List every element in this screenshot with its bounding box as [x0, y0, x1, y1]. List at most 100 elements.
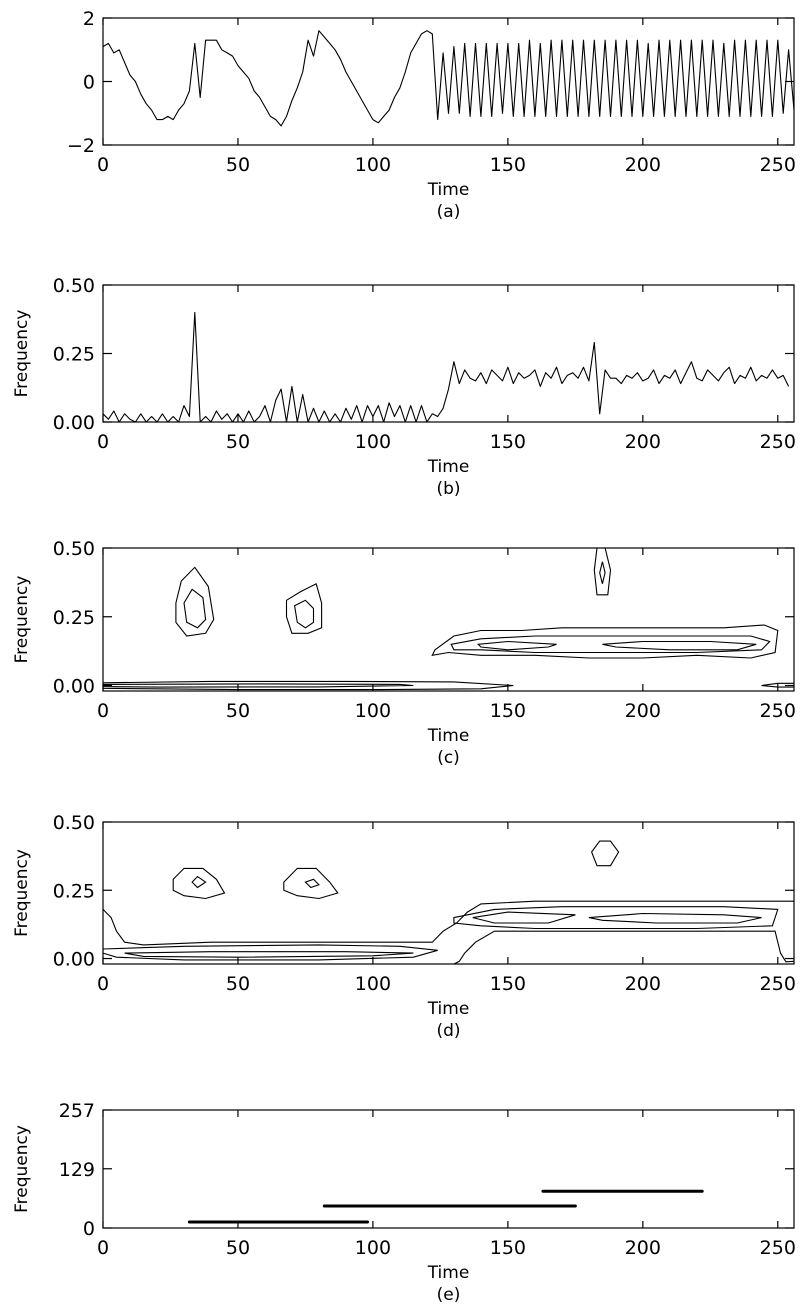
panel-caption: (c) — [437, 748, 460, 768]
contour-line — [304, 878, 320, 889]
x-tick-label: 200 — [625, 700, 661, 722]
contour-line — [172, 867, 226, 900]
x-tick-label: 50 — [226, 431, 250, 453]
x-axis-label: Time — [427, 726, 470, 746]
y-tick-label: −2 — [67, 135, 95, 157]
contour-line — [124, 951, 414, 958]
x-tick-label: 200 — [625, 973, 661, 995]
x-tick-label: 0 — [97, 700, 109, 722]
y-tick-label: 129 — [59, 1159, 95, 1181]
y-tick-label: 0.25 — [53, 880, 95, 902]
x-axis-label: Time — [427, 1263, 470, 1283]
contour-line — [761, 682, 794, 687]
panel-caption: (b) — [436, 479, 460, 499]
y-tick-label: 0.50 — [53, 538, 95, 560]
plot-frame — [102, 1109, 795, 1229]
panel-caption: (d) — [436, 1021, 460, 1041]
contour-line — [472, 911, 576, 924]
plot-area — [103, 840, 794, 964]
x-tick-label: 250 — [760, 973, 796, 995]
y-tick-label: 0.00 — [53, 676, 95, 698]
x-tick-label: 100 — [355, 700, 391, 722]
x-tick-label: 150 — [490, 700, 526, 722]
x-tick-label: 250 — [760, 431, 796, 453]
x-tick-label: 200 — [625, 154, 661, 176]
plot-frame — [102, 821, 795, 965]
contour-line — [599, 561, 606, 584]
contour-line — [103, 680, 514, 691]
x-tick-label: 150 — [490, 431, 526, 453]
contour-line — [588, 912, 762, 924]
panel-c: 0 50 100 150 200 250 0.00 0.25 0.50 Time(c) Freque… — [12, 538, 796, 768]
plot-area — [103, 30, 794, 127]
y-tick-label: 0 — [83, 1218, 95, 1240]
x-tick-label: 100 — [355, 154, 391, 176]
contour-line — [761, 684, 794, 688]
panel-e: 0 50 100 150 200 250 0 129 257 Time(e) Frequency — [12, 1100, 796, 1305]
panel-b: 0 50 100 150 200 250 0.00 0.25 0.50 Time(b) Freque… — [12, 275, 796, 499]
contour-line — [283, 867, 339, 900]
x-tick-label: 0 — [97, 431, 109, 453]
contour-line — [285, 583, 323, 634]
plot-area — [103, 548, 794, 691]
contour-line — [450, 635, 771, 654]
x-tick-label: 50 — [226, 1237, 250, 1259]
contour-line — [590, 840, 620, 867]
contour-line — [453, 906, 779, 930]
y-axis-label: Frequency — [12, 1125, 32, 1213]
y-tick-label: 0.00 — [53, 412, 95, 434]
x-tick-label: 150 — [490, 1237, 526, 1259]
x-tick-label: 100 — [355, 431, 391, 453]
contour-line — [191, 875, 207, 889]
y-axis-label: Frequency — [12, 849, 32, 937]
contour-line — [293, 599, 315, 629]
plot-frame — [102, 17, 795, 146]
x-axis-label: Time — [427, 180, 470, 200]
x-axis-label: Time — [427, 999, 470, 1019]
y-tick-label: 0.50 — [53, 812, 95, 834]
contour-line — [453, 930, 794, 964]
contour-line — [593, 548, 612, 596]
y-tick-label: 0.00 — [53, 949, 95, 971]
contour-line — [183, 588, 207, 629]
contour-line — [476, 640, 557, 651]
panel-d: 0 50 100 150 200 250 0.00 0.25 0.50 Time(d) Freque… — [12, 812, 796, 1041]
y-tick-label: 2 — [83, 8, 95, 30]
x-tick-label: 150 — [490, 973, 526, 995]
contour-line — [175, 566, 215, 637]
x-tick-label: 0 — [97, 973, 109, 995]
x-tick-label: 50 — [226, 973, 250, 995]
plot-area — [103, 311, 790, 422]
y-tick-label: 257 — [59, 1100, 95, 1122]
x-tick-label: 50 — [226, 700, 250, 722]
x-axis-label: Time — [427, 457, 470, 477]
x-tick-label: 100 — [355, 973, 391, 995]
x-tick-label: 200 — [625, 1237, 661, 1259]
contour-line — [431, 624, 779, 659]
plot-frame — [102, 547, 795, 692]
y-axis-label: Frequency — [12, 576, 32, 664]
panel-caption: (a) — [437, 202, 461, 222]
contour-line — [103, 683, 414, 688]
x-tick-label: 250 — [760, 154, 796, 176]
contour-line — [602, 640, 757, 651]
series-line — [103, 30, 794, 127]
y-tick-label: 0 — [83, 72, 95, 94]
y-tick-label: 0.25 — [53, 344, 95, 366]
x-tick-label: 100 — [355, 1237, 391, 1259]
x-tick-label: 50 — [226, 154, 250, 176]
x-tick-label: 200 — [625, 431, 661, 453]
contour-line — [103, 944, 438, 961]
x-tick-label: 250 — [760, 1237, 796, 1259]
y-tick-label: 0.25 — [53, 607, 95, 629]
plot-frame — [102, 284, 795, 423]
y-axis-label: Frequency — [12, 310, 32, 398]
x-tick-label: 0 — [97, 154, 109, 176]
x-tick-label: 250 — [760, 700, 796, 722]
plot-area — [187, 1189, 704, 1224]
panel-caption: (e) — [437, 1285, 461, 1305]
contour-line — [103, 900, 794, 946]
x-tick-label: 150 — [490, 154, 526, 176]
